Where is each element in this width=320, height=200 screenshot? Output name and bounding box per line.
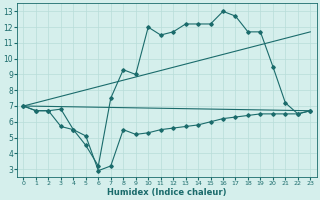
X-axis label: Humidex (Indice chaleur): Humidex (Indice chaleur): [107, 188, 227, 197]
